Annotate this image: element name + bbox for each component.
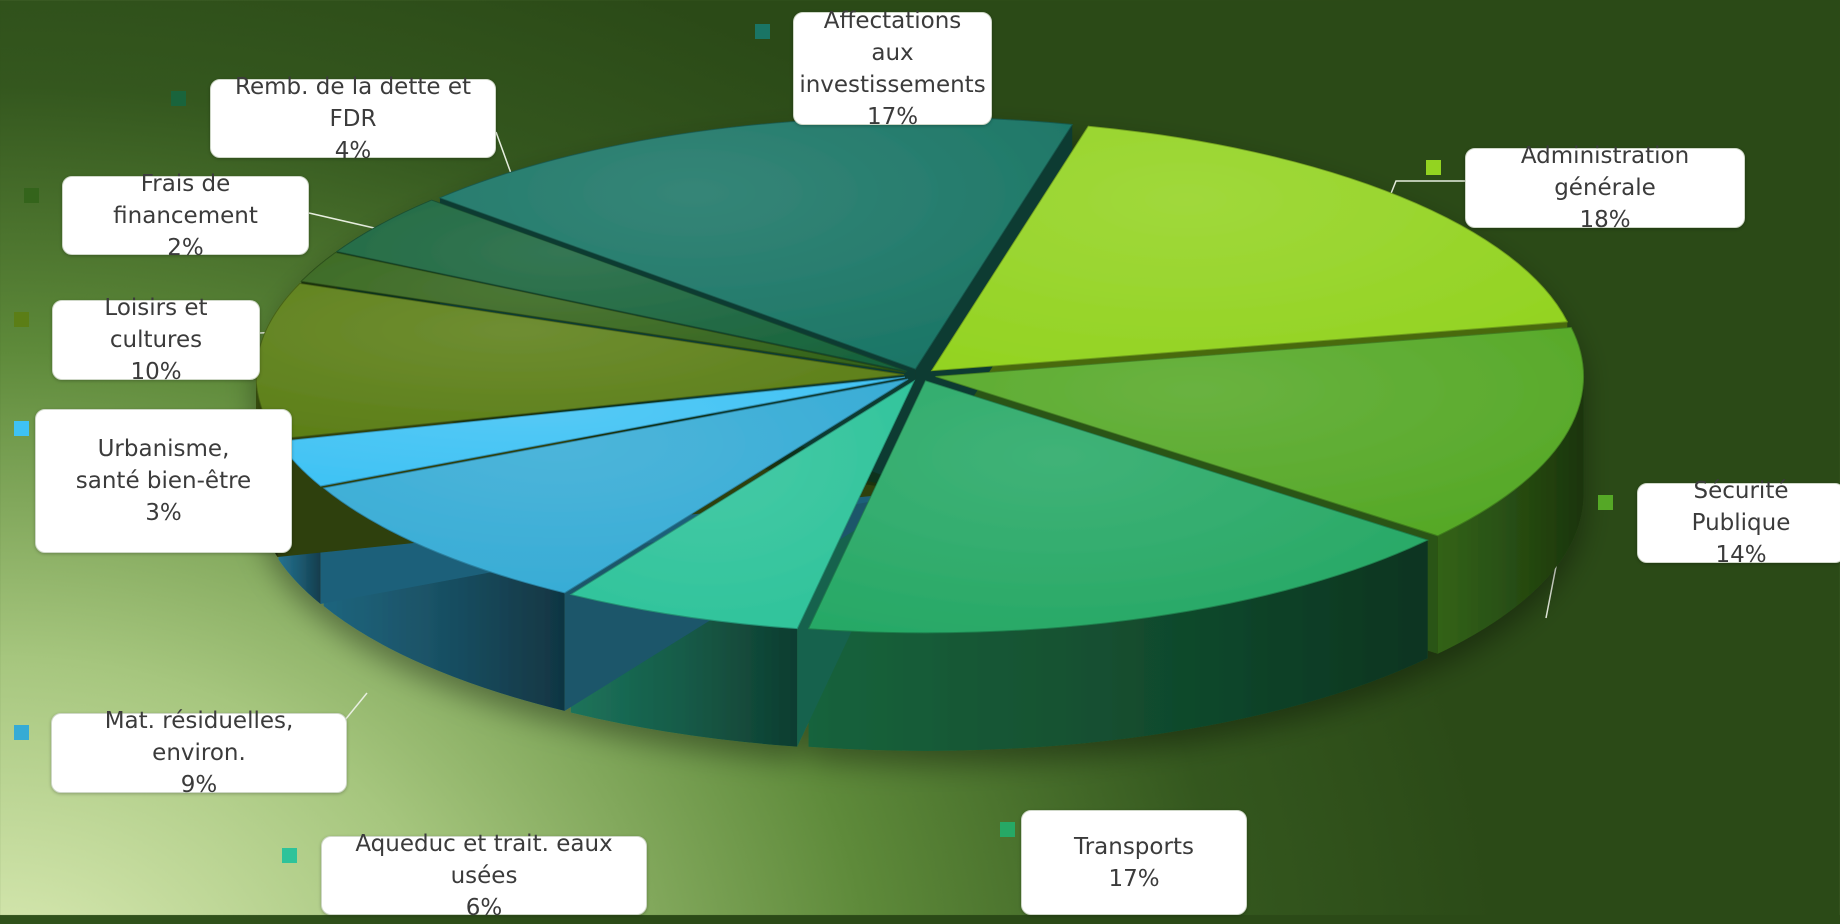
data-label-percent-2: 17% — [1108, 865, 1160, 892]
legend-swatch-1 — [1598, 495, 1613, 510]
data-label-name-6: Loisirs et cultures — [104, 295, 208, 353]
data-label-name-7: Frais de financement — [113, 170, 258, 229]
data-label-name-5: Urbanisme, santé bien-être — [75, 436, 252, 494]
slice-gloss-7 — [301, 252, 906, 373]
data-label-5: Urbanisme, santé bien-être 3% — [35, 409, 292, 553]
legend-swatch-0 — [1426, 160, 1441, 175]
data-label-percent-9: 17% — [866, 103, 919, 130]
slice-gloss-1 — [935, 327, 1584, 536]
data-label-name-1: Sécurité Publique — [1691, 478, 1791, 536]
data-label-3: Aqueduc et trait. eaux usées 6% — [321, 831, 647, 921]
legend-swatch-4 — [14, 725, 29, 740]
data-label-percent-5: 3% — [145, 500, 182, 526]
legend-swatch-9 — [755, 24, 770, 39]
legend-swatch-3 — [282, 848, 297, 863]
slice-gloss-5 — [278, 377, 905, 487]
slice-gloss-6 — [256, 283, 905, 440]
legend-swatch-7 — [24, 188, 39, 203]
data-label-1: Sécurité Publique 14% — [1637, 478, 1840, 568]
data-label-name-0: Administration générale — [1520, 143, 1690, 201]
slice-gloss-2 — [808, 380, 1428, 633]
slice-side-shade-1 — [1437, 376, 1584, 654]
slice-gloss-9 — [439, 117, 1073, 370]
data-label-percent-0: 18% — [1579, 207, 1631, 233]
data-label-name-3: Aqueduc et trait. eaux usées — [355, 830, 613, 889]
data-label-name-9: Affectations aux investissements — [799, 7, 986, 98]
data-label-0: Administration générale 18% — [1465, 143, 1745, 233]
data-label-percent-6: 10% — [130, 359, 182, 385]
slice-side-shade-2 — [808, 540, 1428, 751]
data-label-name-4: Mat. résiduelles, environ. — [104, 708, 294, 766]
data-label-percent-3: 6% — [465, 894, 503, 921]
data-label-7: Frais de financement 2% — [62, 171, 309, 261]
data-label-8: Remb. de la dette et FDR 4% — [210, 74, 496, 164]
slice-gloss-8 — [336, 200, 907, 372]
legend-swatch-5 — [14, 421, 29, 436]
legend-swatch-6 — [14, 312, 29, 327]
slice-gloss-3 — [570, 380, 915, 629]
data-label-name-2: Transports — [1074, 833, 1194, 860]
data-label-percent-1: 14% — [1715, 542, 1767, 568]
legend-swatch-2 — [1000, 822, 1015, 837]
data-label-4: Mat. résiduelles, environ. 9% — [51, 708, 347, 798]
data-label-percent-4: 9% — [180, 772, 218, 798]
data-label-9: Affectations aux investissements 17% — [793, 8, 992, 130]
data-label-percent-7: 2% — [167, 234, 204, 261]
slice-gloss-0 — [931, 126, 1568, 371]
data-label-name-8: Remb. de la dette et FDR — [235, 73, 471, 132]
leader-line-4 — [344, 692, 368, 721]
data-label-6: Loisirs et cultures 10% — [52, 295, 260, 385]
data-label-percent-8: 4% — [334, 137, 372, 164]
legend-swatch-8 — [171, 91, 186, 106]
slice-gloss-4 — [323, 379, 909, 593]
data-label-2: Transports 17% — [1021, 810, 1247, 915]
